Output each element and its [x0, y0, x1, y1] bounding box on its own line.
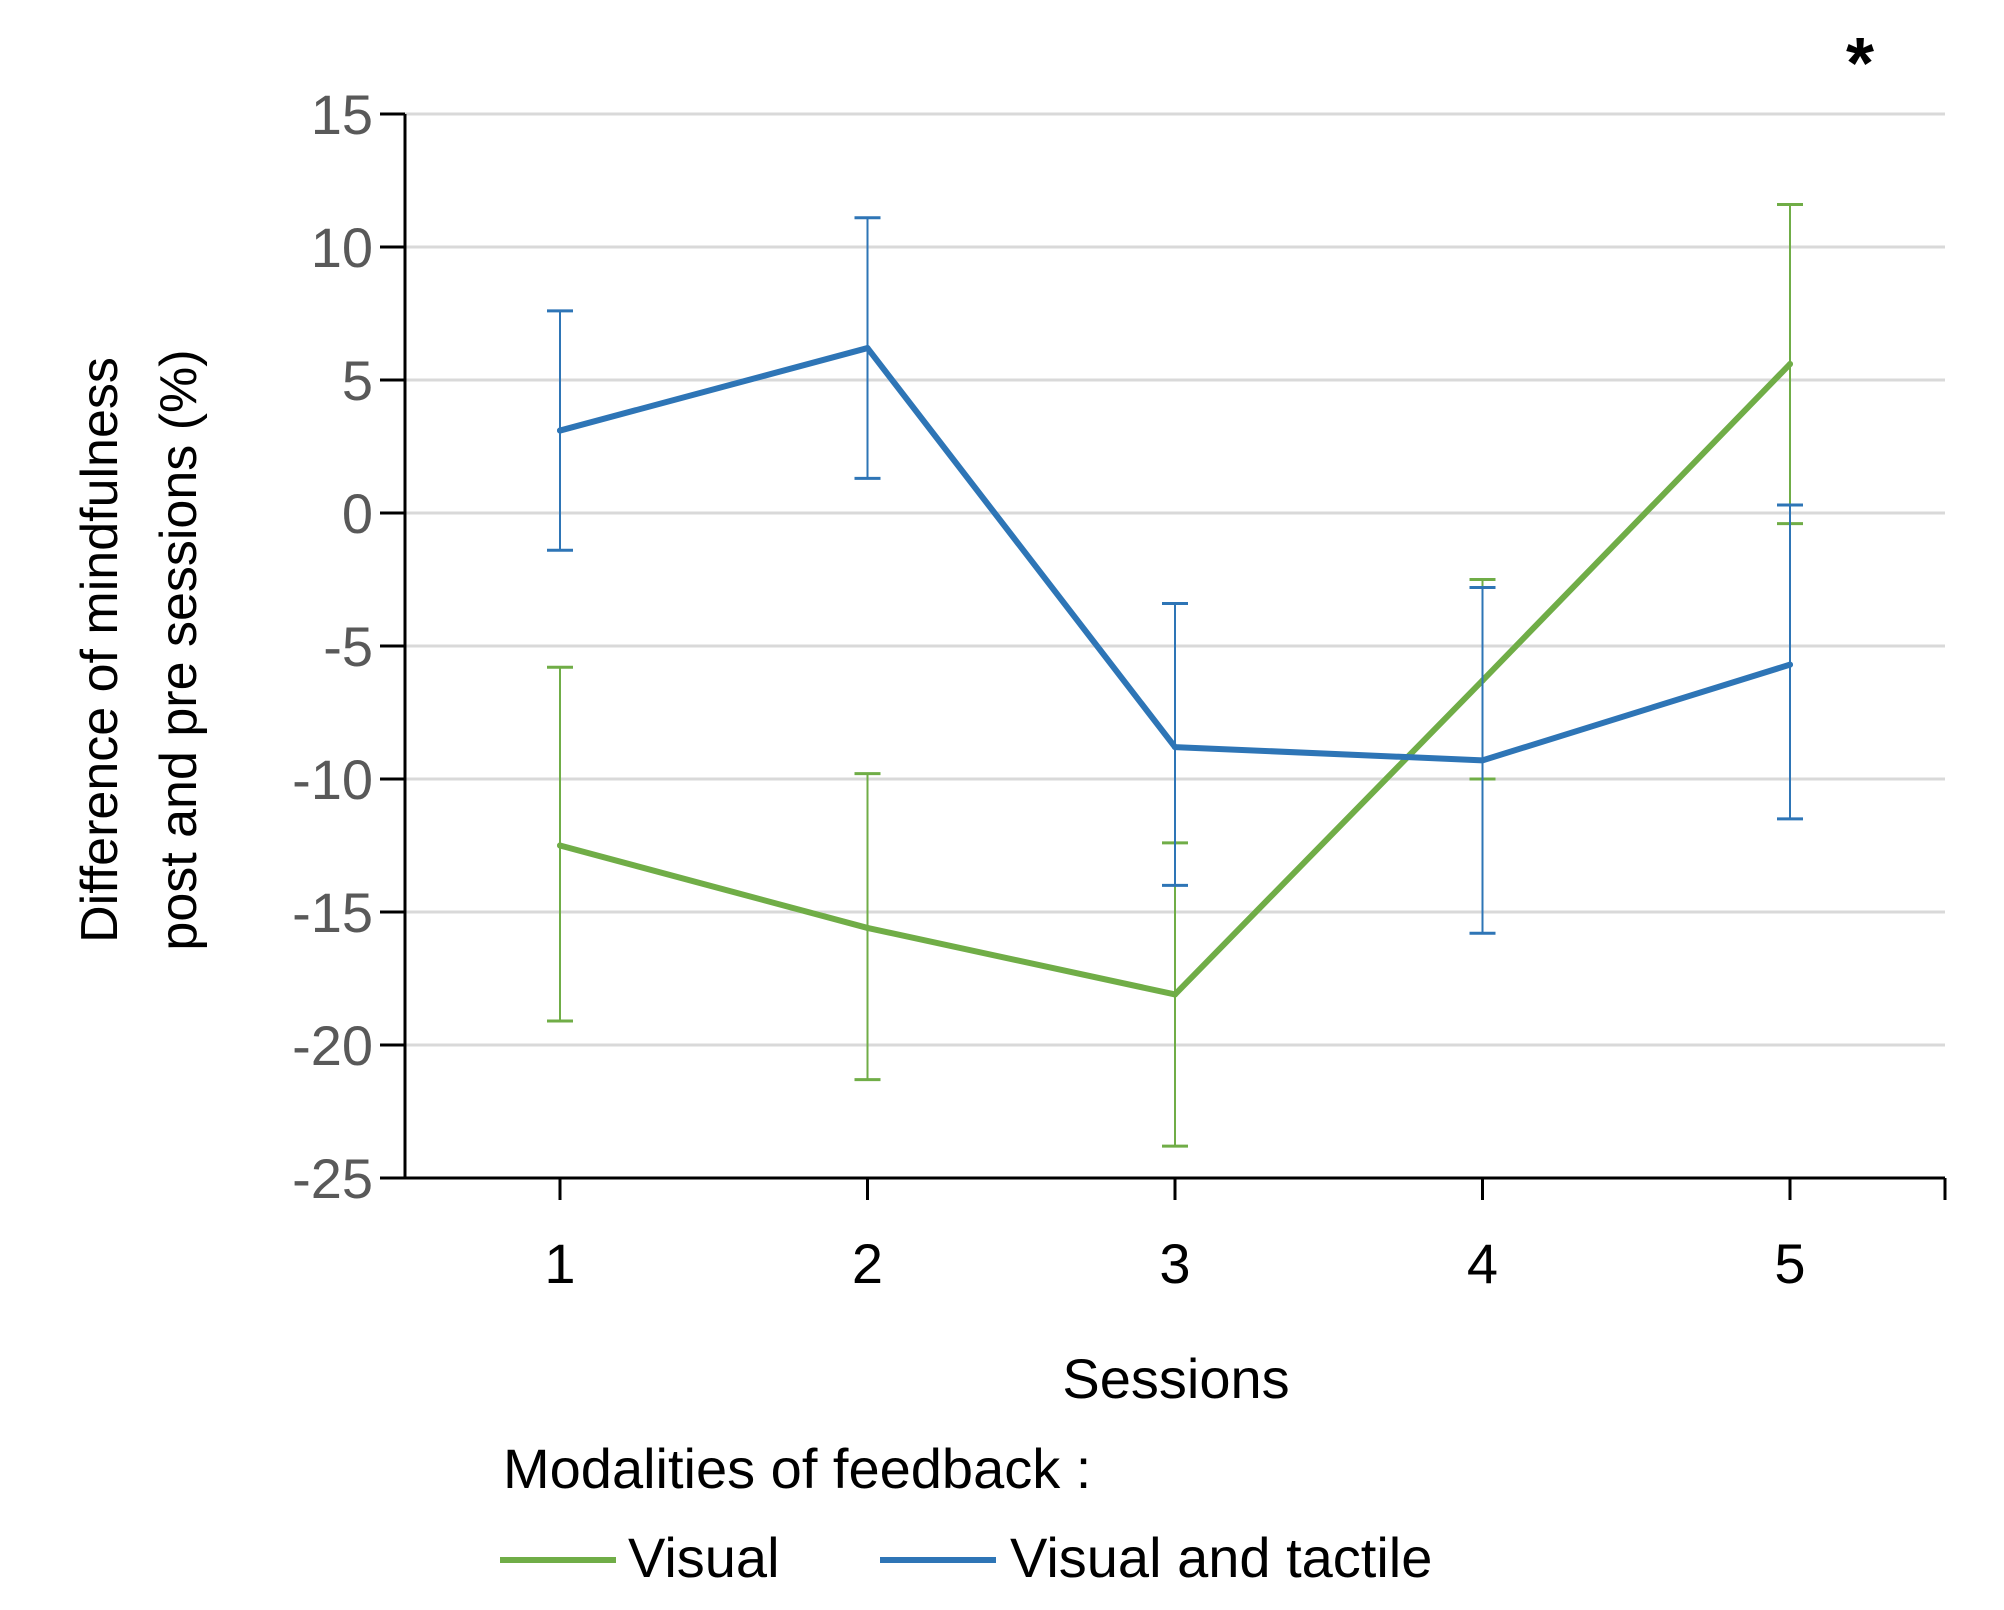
y-axis-label-line-1: Difference of mindfulness — [71, 357, 129, 943]
x-axis-label: Sessions — [1062, 1347, 1289, 1410]
y-tick-label-minus-10: -10 — [292, 748, 373, 811]
y-tick-label-10: 10 — [311, 216, 373, 279]
series-area — [547, 202, 1803, 1148]
y-tick-label-0: 0 — [342, 482, 373, 545]
x-tick-label-4: 4 — [1467, 1232, 1498, 1295]
point-visual-3 — [1172, 991, 1178, 998]
legend-title: Modalities of feedback : — [503, 1437, 1091, 1500]
legend-entry-visual: Visual — [500, 1526, 780, 1589]
legend-label-visual-and-tactile: Visual and tactile — [1010, 1526, 1432, 1589]
point-visual-5 — [1787, 361, 1793, 368]
y-tick-label-minus-15: -15 — [292, 881, 373, 944]
x-tick-label-5: 5 — [1774, 1232, 1805, 1295]
point-visual-and-tactile-2 — [864, 345, 871, 352]
y-axis-label-line-2: post and pre sessions (%) — [150, 349, 208, 950]
point-visual-and-tactile-4 — [1479, 757, 1486, 764]
y-tick-label-minus-5: -5 — [323, 615, 373, 678]
x-tick-label-3: 3 — [1159, 1232, 1190, 1295]
point-visual-2 — [864, 924, 871, 931]
legend-entry-visual-and-tactile: Visual and tactile — [880, 1526, 1432, 1589]
x-tick-label-2: 2 — [852, 1232, 883, 1295]
point-visual-and-tactile-1 — [557, 427, 563, 434]
y-tick-label-minus-25: -25 — [292, 1147, 373, 1210]
axes: 15 10 5 0 -5 -10 -15 -20 -25 1 2 3 4 5 — [292, 83, 1947, 1295]
point-visual-1 — [557, 842, 563, 849]
series-visual-and-tactile — [547, 216, 1803, 935]
point-visual-and-tactile-5 — [1787, 661, 1793, 668]
y-tick-label-15: 15 — [311, 83, 373, 146]
point-visual-and-tactile-3 — [1172, 744, 1178, 751]
y-tick-label-minus-20: -20 — [292, 1014, 373, 1077]
series-visual — [547, 202, 1803, 1148]
significance-asterisk: * — [1846, 24, 1874, 104]
y-tick-label-5: 5 — [342, 349, 373, 412]
x-tick-label-1: 1 — [544, 1232, 575, 1295]
legend-label-visual: Visual — [628, 1526, 780, 1589]
